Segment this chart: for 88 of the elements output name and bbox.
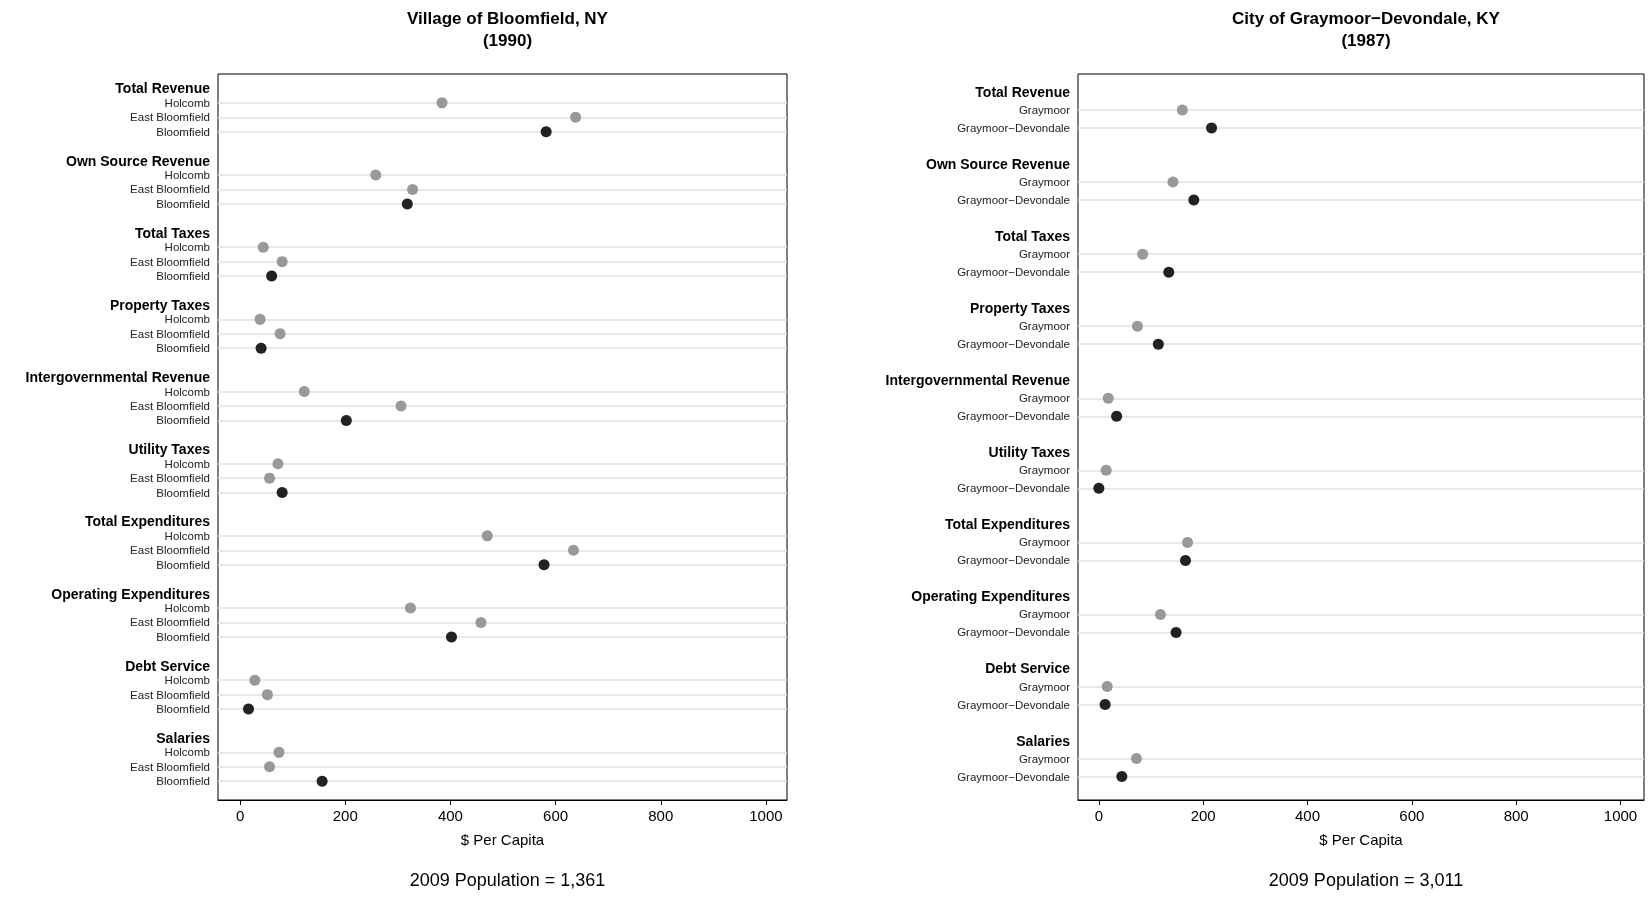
text: 2009 Population = 1,361 (409, 870, 606, 890)
y-tick-label: East Bloomfield (130, 760, 210, 773)
y-tick-label: Property Taxes (109, 296, 211, 313)
y-tick-label: East Bloomfield (130, 111, 210, 124)
x-tick-label: 400 (437, 807, 463, 824)
y-tick-label: Holcomb (164, 169, 210, 182)
y-tick-label: East Bloomfield (130, 327, 210, 340)
y-tick-label: Total Expenditures (945, 516, 1071, 533)
y-tick-label: Graymoor (1018, 320, 1071, 333)
y-tick-label: Graymoor−Devondale (957, 626, 1070, 639)
y-tick-label: Graymoor−Devondale (957, 122, 1070, 135)
y-tick-label: Property Taxes (969, 300, 1071, 317)
y-tick-label: Debt Service (985, 660, 1071, 677)
y-tick-label: Graymoor−Devondale (957, 266, 1070, 279)
y-tick-label: Graymoor−Devondale (957, 338, 1070, 351)
y-tick-label: Operating Expenditures (911, 588, 1071, 605)
y-tick-label: Own Source Revenue (926, 156, 1071, 173)
y-tick-label: Total Revenue (115, 80, 211, 97)
y-tick-label: Bloomfield (156, 558, 210, 571)
y-tick-label: East Bloomfield (130, 472, 210, 485)
y-tick-label: Intergovernmental Revenue (885, 372, 1071, 389)
y-tick-label: East Bloomfield (130, 688, 210, 701)
y-tick-label: Graymoor (1018, 752, 1071, 765)
x-tick-label: 200 (1190, 807, 1216, 824)
y-tick-label: Graymoor−Devondale (957, 698, 1070, 711)
x-tick-label: 0 (1094, 807, 1104, 824)
y-tick-label: Holcomb (164, 241, 210, 254)
y-tick-label: Graymoor (1018, 248, 1071, 261)
y-tick-label: Graymoor (1018, 680, 1071, 693)
y-tick-label: Holcomb (164, 96, 210, 109)
y-tick-label: Bloomfield (156, 414, 210, 427)
x-tick-label: 200 (332, 807, 358, 824)
y-tick-label: Intergovernmental Revenue (25, 369, 211, 386)
y-tick-label: Holcomb (164, 674, 210, 687)
y-tick-label: Total Taxes (135, 224, 211, 241)
x-tick-label: 800 (648, 807, 674, 824)
x-tick-label: 1000 (1603, 807, 1638, 824)
y-tick-label: Bloomfield (156, 703, 210, 716)
y-tick-label: Total Taxes (995, 228, 1071, 245)
y-tick-label: Total Expenditures (85, 513, 211, 530)
y-tick-label: Bloomfield (156, 270, 210, 283)
y-tick-label: Bloomfield (156, 342, 210, 355)
y-tick-label: East Bloomfield (130, 544, 210, 557)
y-tick-label: Utility Taxes (128, 441, 211, 458)
y-tick-label: Graymoor−Devondale (957, 554, 1070, 567)
y-tick-label: Bloomfield (156, 775, 210, 788)
text: 2009 Population = 3,011 (1268, 870, 1464, 890)
y-tick-label: Holcomb (164, 385, 210, 398)
x-tick-label: 0 (235, 807, 245, 824)
x-tick-label: 600 (1399, 807, 1425, 824)
y-tick-label: Holcomb (164, 529, 210, 542)
x-tick-label: 1000 (749, 807, 783, 824)
y-tick-label: Salaries (156, 729, 211, 746)
x-axis-title: $ Per Capita (1319, 831, 1404, 848)
y-tick-label: Bloomfield (156, 125, 210, 138)
y-tick-label: Graymoor−Devondale (957, 194, 1070, 207)
y-tick-label: Operating Expenditures (51, 585, 211, 602)
y-tick-label: Graymoor (1018, 536, 1071, 549)
y-tick-label: East Bloomfield (130, 255, 210, 268)
y-tick-label: Graymoor (1018, 176, 1071, 189)
chart-title: Village of Bloomfield, NY (1990) (407, 8, 609, 50)
y-tick-label: Holcomb (164, 746, 210, 759)
y-tick-label: Graymoor−Devondale (957, 482, 1070, 495)
y-tick-label: Debt Service (125, 657, 211, 674)
y-tick-label: Salaries (1016, 732, 1071, 749)
y-tick-label: Graymoor (1018, 608, 1071, 621)
y-tick-label: Bloomfield (156, 197, 210, 210)
y-tick-label: Graymoor (1018, 464, 1071, 477)
y-tick-label: Total Revenue (975, 84, 1071, 101)
y-tick-label: Graymoor−Devondale (957, 770, 1070, 783)
y-tick-label: East Bloomfield (130, 399, 210, 412)
y-tick-label: East Bloomfield (130, 183, 210, 196)
y-tick-label: Bloomfield (156, 486, 210, 499)
y-tick-label: Holcomb (164, 313, 210, 326)
y-tick-label: Holcomb (164, 602, 210, 615)
x-tick-label: 600 (543, 807, 569, 824)
chart-title: City of Graymoor−Devondale, KY (1987) (1232, 8, 1501, 50)
y-tick-label: Graymoor−Devondale (957, 410, 1070, 423)
y-tick-label: Bloomfield (156, 630, 210, 643)
x-tick-label: 400 (1295, 807, 1321, 824)
y-tick-label: Graymoor (1018, 392, 1071, 405)
x-axis-title: $ Per Capita (460, 831, 545, 848)
y-tick-label: Holcomb (164, 457, 210, 470)
y-tick-label: Graymoor (1018, 104, 1071, 117)
y-tick-label: Own Source Revenue (66, 152, 211, 169)
y-tick-label: East Bloomfield (130, 616, 210, 629)
x-tick-label: 800 (1503, 807, 1529, 824)
y-tick-label: Utility Taxes (988, 444, 1071, 461)
